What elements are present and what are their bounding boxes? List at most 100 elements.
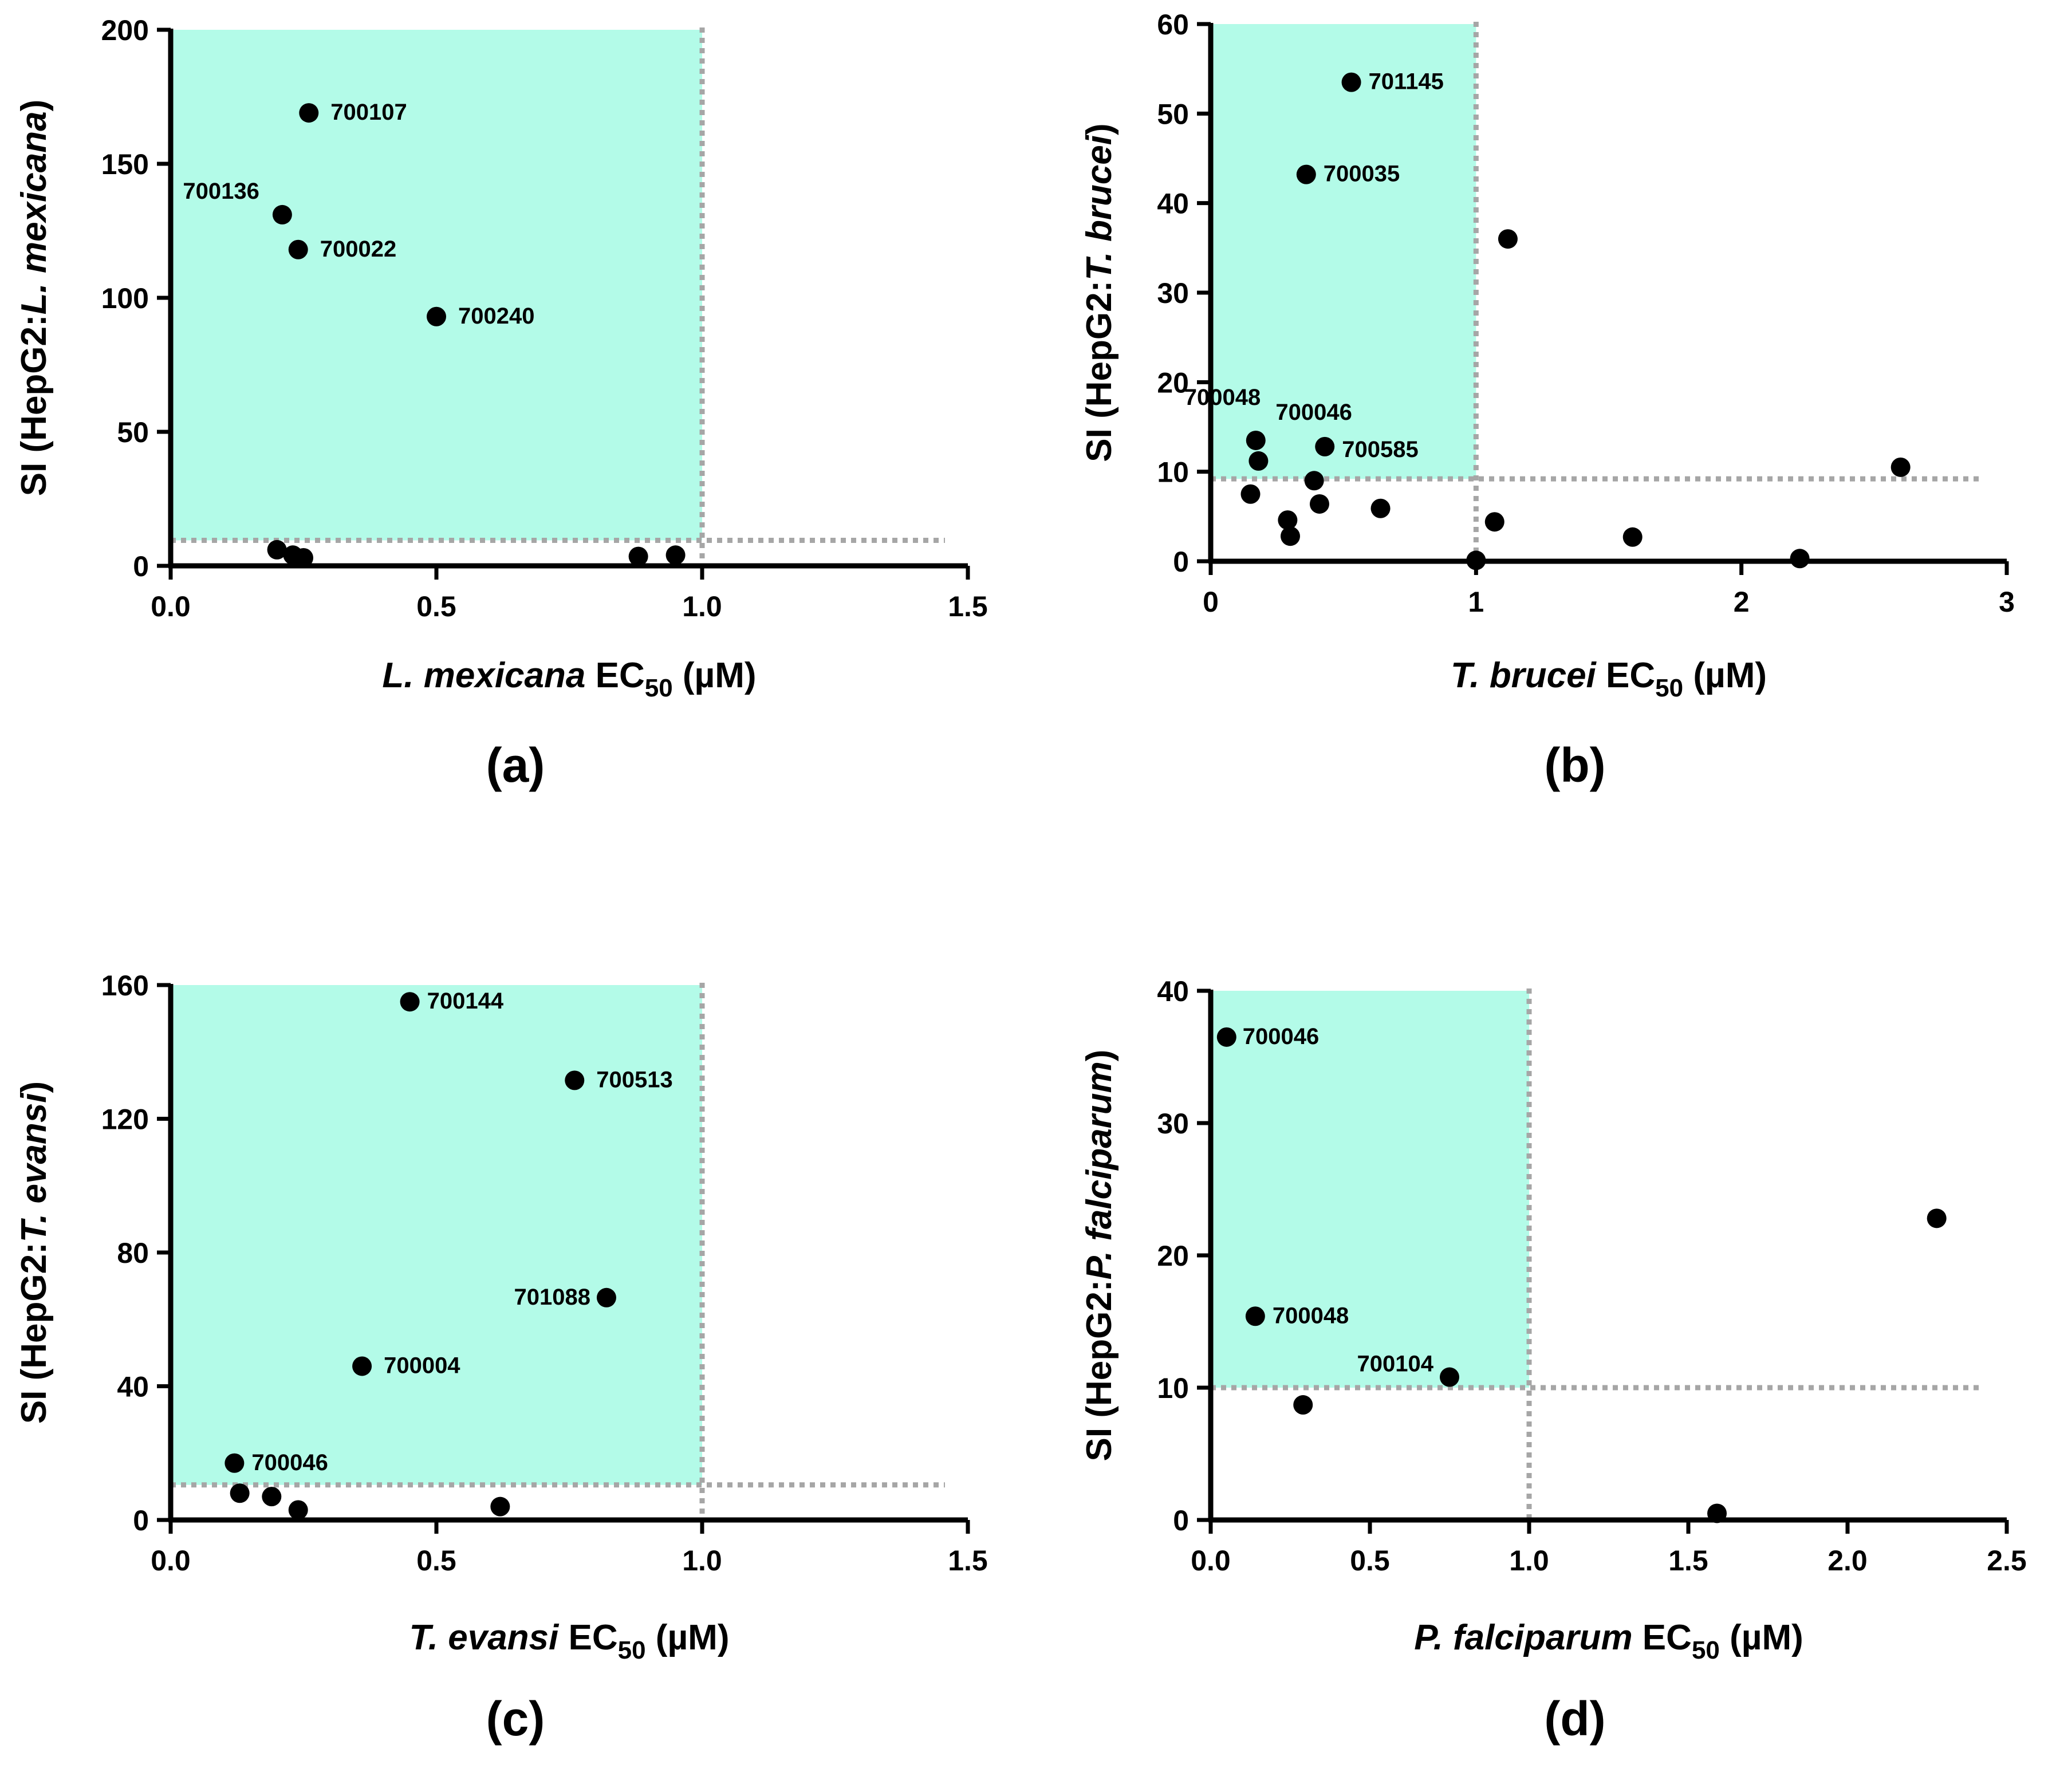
x-tick-label: 2: [1734, 586, 1750, 618]
chart-panel-4: 0.0 0.5 1.0 1.5 2.0 2.5 0 10 20 30 40 700046 700048 7…: [1080, 975, 2027, 1746]
y-axis-title: SI (HepG2:L. mexicana): [14, 100, 54, 497]
selection-region: [1211, 24, 1476, 479]
point-label: 700046: [251, 1450, 328, 1475]
data-point: [1622, 527, 1643, 547]
data-point: [490, 1496, 510, 1517]
x-tick-label: 3: [1999, 586, 2015, 618]
data-point: [1293, 1395, 1313, 1415]
data-point: [288, 239, 308, 259]
point-label: 700048: [1273, 1303, 1349, 1328]
data-point: [1216, 1027, 1236, 1047]
y-tick-label: 160: [101, 970, 149, 1002]
x-axis-title: T. evansi EC50 (µM): [409, 1618, 730, 1664]
data-point: [1245, 1306, 1265, 1326]
data-point: [1240, 484, 1261, 504]
data-point: [352, 1356, 372, 1376]
y-tick-label: 80: [117, 1237, 149, 1269]
data-point: [596, 1287, 616, 1307]
y-axis-title: SI (HepG2:P. falciparum): [1080, 1050, 1119, 1462]
data-point: [1440, 1367, 1459, 1387]
y-tick-label: 50: [117, 416, 149, 448]
data-point: [1890, 457, 1911, 477]
selection-region: [171, 985, 702, 1485]
y-axis-title: SI (HepG2:T. evansi): [14, 1081, 54, 1424]
data-point: [294, 548, 313, 568]
data-point: [1281, 526, 1300, 546]
y-tick-label: 30: [1157, 277, 1189, 309]
chart-panel-3: 0.0 0.5 1.0 1.5 0 40 80 120 160 700144 700513 70108…: [14, 970, 988, 1746]
data-point: [1790, 549, 1810, 569]
y-tick-label: 0: [1173, 546, 1189, 578]
data-point: [1341, 72, 1361, 92]
data-point: [1296, 164, 1316, 184]
x-tick-label: 1: [1468, 586, 1484, 618]
x-tick-label: 0.0: [151, 1545, 191, 1577]
point-label: 700144: [427, 988, 504, 1014]
point-label: 700046: [1243, 1024, 1319, 1049]
y-tick-label: 40: [1157, 975, 1189, 1007]
y-axis-title: SI (HepG2:T. brucei): [1080, 123, 1119, 462]
data-point: [262, 1487, 282, 1507]
data-point: [1927, 1208, 1947, 1228]
x-tick-label: 1.5: [948, 1545, 988, 1577]
data-point: [1498, 229, 1518, 249]
data-point: [288, 1500, 308, 1520]
point-label: 700107: [330, 100, 407, 125]
x-tick-label: 1.0: [682, 590, 722, 623]
y-tick-label: 0: [133, 550, 149, 582]
x-axis-title: P. falciparum EC50 (µM): [1414, 1618, 1803, 1664]
chart-panel-2: 0 1 2 3010203040506070114570003570004870004…: [1080, 9, 2015, 792]
data-point: [1315, 436, 1335, 456]
x-axis-title: L. mexicana EC50 (µM): [382, 656, 756, 702]
data-point: [665, 545, 686, 565]
y-tick-label: 100: [101, 282, 149, 314]
y-tick-label: 40: [1157, 188, 1189, 220]
data-point: [1309, 494, 1329, 514]
y-tick-label: 60: [1157, 9, 1189, 41]
y-tick-label: 0: [1173, 1505, 1189, 1537]
data-point: [225, 1453, 245, 1473]
data-point: [565, 1070, 585, 1090]
x-tick-label: 0.0: [151, 590, 191, 623]
y-tick-label: 0: [133, 1505, 149, 1537]
data-point: [1707, 1503, 1727, 1523]
y-tick-label: 120: [101, 1104, 149, 1136]
y-tick-label: 30: [1157, 1108, 1189, 1140]
x-tick-label: 1.0: [1509, 1545, 1549, 1577]
x-tick-label: 1.0: [682, 1545, 722, 1577]
y-tick-label: 10: [1157, 1372, 1189, 1404]
point-label: 700022: [320, 237, 396, 262]
data-point: [230, 1483, 250, 1503]
panel-label: (b): [1544, 738, 1605, 792]
point-label: 700240: [458, 304, 534, 329]
y-tick-label: 10: [1157, 456, 1189, 489]
point-label: 701088: [514, 1285, 590, 1310]
y-tick-label: 40: [117, 1371, 149, 1403]
point-label: 700035: [1324, 162, 1400, 187]
selection-region: [171, 30, 702, 541]
chart-panel-1: 0.0 0.5 1.0 1.5 0 50 100 150 200 700107 700136 7000…: [14, 14, 988, 792]
data-point: [628, 546, 648, 566]
data-point: [1370, 498, 1391, 518]
data-point: [299, 103, 319, 123]
data-point: [1278, 510, 1298, 530]
point-label: 700585: [1342, 437, 1418, 462]
point-label: 700004: [384, 1353, 460, 1378]
data-point: [1248, 451, 1269, 471]
panel-label: (c): [486, 1692, 545, 1746]
x-tick-label: 1.5: [948, 590, 988, 623]
x-axis-title: T. brucei EC50 (µM): [1451, 656, 1767, 702]
data-point: [1246, 430, 1266, 450]
data-point: [1466, 550, 1486, 570]
data-point: [272, 204, 292, 225]
panel-label: (a): [486, 738, 545, 792]
data-point: [427, 306, 446, 326]
x-tick-label: 2.0: [1827, 1545, 1868, 1577]
x-tick-label: 0.0: [1191, 1545, 1231, 1577]
selection-region: [1211, 991, 1529, 1388]
x-tick-label: 0.5: [416, 1545, 456, 1577]
point-label: 700046: [1275, 400, 1352, 425]
point-label: 700513: [596, 1067, 672, 1092]
y-tick-label: 200: [101, 14, 149, 46]
